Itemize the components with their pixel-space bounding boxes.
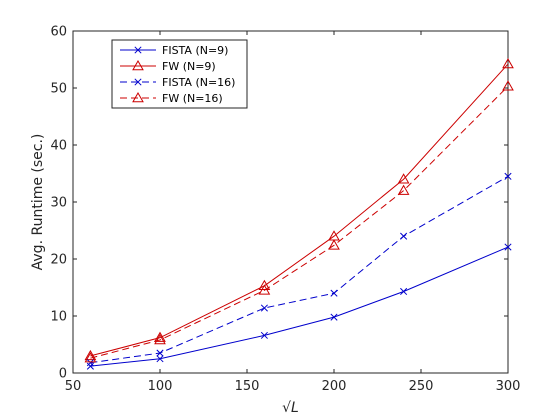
series-fista-n-9 <box>86 243 512 370</box>
data-point <box>502 80 514 91</box>
legend-label: FISTA (N=16) <box>162 76 235 89</box>
y-tick-label: 30 <box>50 196 67 211</box>
data-point <box>84 349 97 361</box>
data-point <box>330 313 338 321</box>
data-point <box>154 331 166 342</box>
data-point <box>154 333 166 345</box>
x-tick-label: 300 <box>496 379 521 394</box>
series-fw-n-16 <box>84 80 514 363</box>
data-point <box>504 243 512 251</box>
data-point <box>502 58 514 69</box>
x-tick-label: 150 <box>235 379 260 394</box>
data-point <box>400 287 408 296</box>
data-point <box>328 239 340 250</box>
data-point <box>260 331 268 339</box>
y-tick-label: 10 <box>50 310 67 325</box>
x-axis-label: √L <box>282 400 299 416</box>
series-fista-n-16 <box>86 172 512 367</box>
y-axis-label: Avg. Runtime (sec.) <box>30 134 46 271</box>
legend-label: FW (N=16) <box>162 92 223 105</box>
legend: FISTA (N=9) FW (N=9) FISTA (N=16) FW (N=16) <box>111 39 248 109</box>
series-line <box>90 175 509 364</box>
data-point <box>397 173 410 184</box>
legend-entry: FISTA (N=9) <box>120 44 228 57</box>
x-tick-label: 250 <box>409 379 434 394</box>
legend-entry: FW (N=16) <box>120 91 223 105</box>
legend-label: FISTA (N=9) <box>162 44 228 57</box>
legend-marker <box>132 59 144 71</box>
y-tick-label: 50 <box>50 82 67 97</box>
data-point <box>330 289 338 297</box>
data-point <box>397 184 410 195</box>
legend-marker <box>134 78 142 86</box>
x-tick-label: 100 <box>148 379 173 394</box>
series-line <box>90 63 509 357</box>
axis-ticks: 50 100 150 200 250 300 0 10 20 30 40 50 60 <box>50 25 520 395</box>
legend-box <box>111 39 248 109</box>
series-layer <box>84 58 514 370</box>
legend-entry: FISTA (N=16) <box>120 76 235 89</box>
data-point <box>156 349 164 357</box>
data-point <box>258 284 271 295</box>
series-line <box>90 246 509 367</box>
data-point <box>504 172 512 180</box>
y-tick-label: 60 <box>50 25 67 40</box>
legend-marker <box>134 46 142 54</box>
data-point <box>86 359 94 367</box>
data-point <box>260 304 268 312</box>
data-point <box>86 362 94 370</box>
y-tick-label: 20 <box>50 253 67 268</box>
series-line <box>90 85 509 359</box>
data-point <box>84 352 97 363</box>
legend-label: FW (N=9) <box>162 60 216 73</box>
y-tick-label: 0 <box>59 367 67 382</box>
x-tick-label: 200 <box>322 379 347 394</box>
legend-entry: FW (N=9) <box>120 59 216 73</box>
y-tick-label: 40 <box>50 139 67 154</box>
data-point <box>400 232 408 240</box>
x-tick-label: 50 <box>65 379 82 394</box>
data-point <box>258 279 271 291</box>
data-point <box>156 355 164 363</box>
legend-marker <box>132 91 144 103</box>
